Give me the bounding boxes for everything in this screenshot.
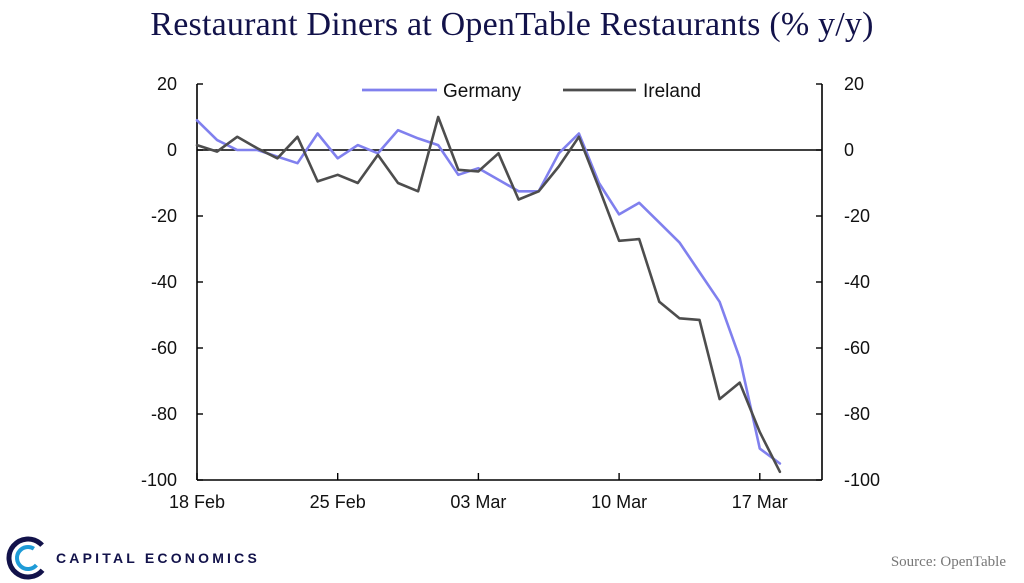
x-tick-label: 10 Mar <box>591 492 647 512</box>
right-tick-label: -40 <box>844 272 870 292</box>
legend: Germany Ireland <box>362 81 701 102</box>
chart-title: Restaurant Diners at OpenTable Restauran… <box>150 6 874 43</box>
left-tick-label: -80 <box>151 404 177 424</box>
right-tick-label: -60 <box>844 338 870 358</box>
legend-label-ireland: Ireland <box>643 81 701 102</box>
legend-label-germany: Germany <box>443 81 522 102</box>
right-tick-label: -80 <box>844 404 870 424</box>
brand-name: CAPITAL ECONOMICS <box>56 550 260 566</box>
left-tick-label: 20 <box>157 74 177 94</box>
x-tick-label: 17 Mar <box>732 492 788 512</box>
right-tick-label: -20 <box>844 206 870 226</box>
series-layer <box>195 115 782 474</box>
right-tick-label: 0 <box>844 140 854 160</box>
x-axis-ticks: 18 Feb 25 Feb 03 Mar 10 Mar 17 Mar <box>169 473 788 512</box>
series-line-ireland <box>195 115 782 474</box>
x-tick-label: 03 Mar <box>450 492 506 512</box>
left-tick-label: -100 <box>141 470 177 490</box>
right-y-axis-ticks: 20 0 -20 -40 -60 -80 -100 <box>816 74 880 490</box>
x-tick-label: 18 Feb <box>169 492 225 512</box>
left-tick-label: -20 <box>151 206 177 226</box>
right-tick-label: -100 <box>844 470 880 490</box>
left-tick-label: -40 <box>151 272 177 292</box>
source-note: Source: OpenTable <box>890 554 1006 570</box>
brand-logo: CAPITAL ECONOMICS <box>6 536 260 580</box>
right-tick-label: 20 <box>844 74 864 94</box>
left-tick-label: 0 <box>167 140 177 160</box>
series-line-germany <box>195 119 782 465</box>
left-y-axis-ticks: 20 0 -20 -40 -60 -80 -100 <box>141 74 203 490</box>
x-tick-label: 25 Feb <box>310 492 366 512</box>
left-tick-label: -60 <box>151 338 177 358</box>
capital-economics-logo-icon <box>6 536 50 580</box>
